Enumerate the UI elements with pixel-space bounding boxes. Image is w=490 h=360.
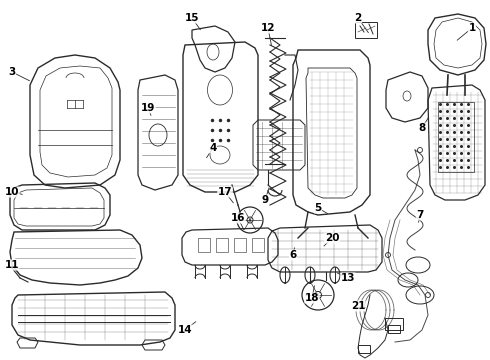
Text: 21: 21 <box>351 301 365 311</box>
Bar <box>252 238 264 252</box>
Bar <box>385 318 403 330</box>
Text: 6: 6 <box>290 250 296 260</box>
Text: 14: 14 <box>178 325 192 335</box>
Ellipse shape <box>247 217 253 223</box>
Text: 8: 8 <box>418 123 426 133</box>
Bar <box>198 238 210 252</box>
Text: 1: 1 <box>468 23 476 33</box>
Text: 12: 12 <box>261 23 275 33</box>
Bar <box>234 238 246 252</box>
Text: 3: 3 <box>8 67 16 77</box>
Text: 2: 2 <box>354 13 362 23</box>
Text: 13: 13 <box>341 273 355 283</box>
Text: 9: 9 <box>262 195 269 205</box>
Text: 20: 20 <box>325 233 339 243</box>
Text: 19: 19 <box>141 103 155 113</box>
Text: 5: 5 <box>315 203 321 213</box>
Text: 4: 4 <box>209 143 217 153</box>
Bar <box>438 102 474 172</box>
Ellipse shape <box>315 292 321 298</box>
Text: 10: 10 <box>5 187 19 197</box>
Bar <box>388 325 400 333</box>
Bar <box>216 238 228 252</box>
Text: 7: 7 <box>416 210 424 220</box>
Bar <box>355 22 377 38</box>
Text: 11: 11 <box>5 260 19 270</box>
Text: 17: 17 <box>218 187 232 197</box>
Text: 18: 18 <box>305 293 319 303</box>
Text: 15: 15 <box>185 13 199 23</box>
Text: 16: 16 <box>231 213 245 223</box>
Bar <box>358 345 370 353</box>
